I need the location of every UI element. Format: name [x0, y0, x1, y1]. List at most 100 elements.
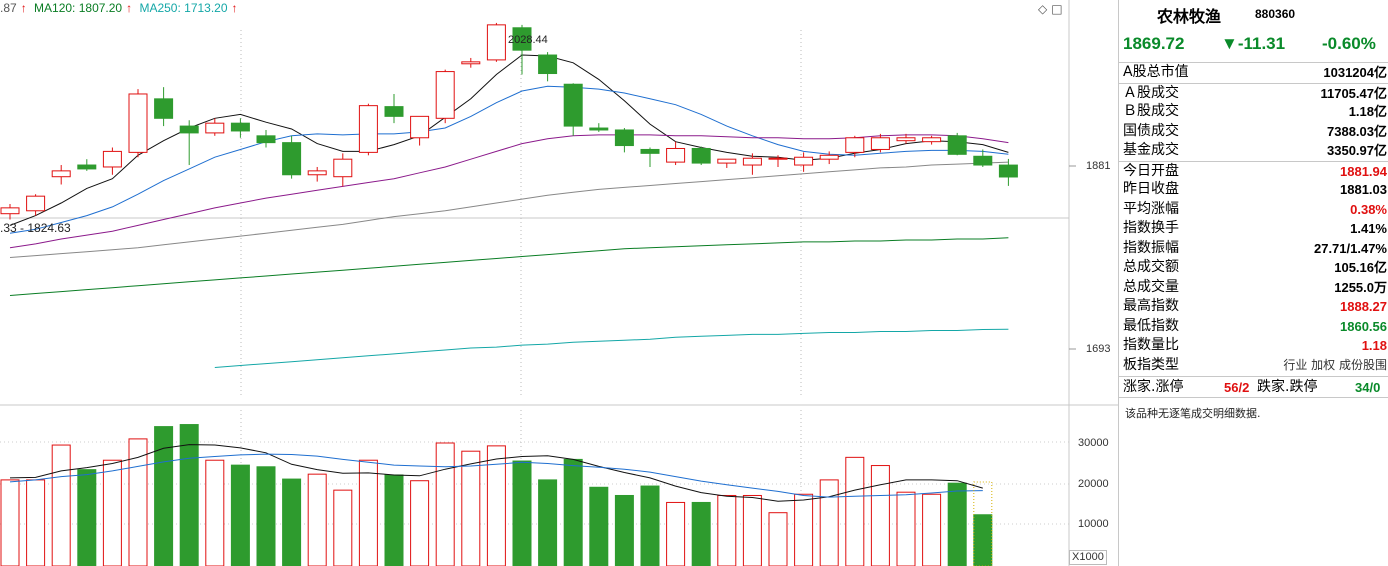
- candle-body: [0, 207, 20, 215]
- quote-row-label: Ｂ股成交: [1123, 103, 1179, 119]
- quote-row: 平均涨幅 0.38%: [1119, 200, 1388, 220]
- volume-ma-line: [9, 453, 983, 498]
- volume-bar: [0, 479, 20, 566]
- quote-row-label: Ａ股成交: [1123, 84, 1179, 101]
- price-change: ▼-11.31: [1221, 34, 1286, 53]
- candle-body: [768, 157, 788, 160]
- quote-row-value: 0.38%: [1350, 201, 1387, 217]
- candle-body: [486, 24, 506, 61]
- volume-forecast-frame: [973, 481, 993, 566]
- up-limit-value: 56/2: [1224, 380, 1250, 395]
- quote-row: 总成交额 105.16亿: [1119, 258, 1388, 278]
- quote-row-value: 1.18: [1361, 338, 1387, 353]
- candle-body: [742, 157, 762, 166]
- volume-bar: [384, 474, 404, 566]
- volume-bar: [614, 494, 634, 566]
- candle-body: [794, 156, 814, 166]
- ma120-label: MA120: 1807.20: [34, 1, 123, 15]
- volume-bar: [358, 459, 378, 566]
- volume-bar: [768, 512, 788, 566]
- volume-bar: [819, 479, 839, 566]
- candle-body: [154, 98, 174, 119]
- candle-body: [896, 137, 916, 142]
- quote-row: 昨日收盘 1881.03: [1119, 180, 1388, 200]
- candle-body: [461, 61, 481, 65]
- chart-corner-icons: ◇ □: [1034, 2, 1063, 16]
- ma-line-ma120: [9, 237, 1009, 296]
- down-limit-label: 跌家.跌停: [1257, 379, 1318, 395]
- quote-row-label: 最高指数: [1123, 298, 1179, 314]
- volume-bar: [640, 485, 660, 566]
- candle-body: [256, 135, 276, 144]
- ma-legend-prefix: .87: [0, 1, 17, 15]
- ma-line-ma5: [9, 54, 1009, 226]
- last-price: 1869.72: [1123, 34, 1185, 53]
- quote-row-value: 1031204亿: [1323, 65, 1387, 80]
- candle-body: [435, 71, 455, 119]
- quote-row-value: 行业 加权 成份股围: [1283, 357, 1387, 372]
- quote-row-label: 指数换手: [1123, 220, 1179, 236]
- candle-body: [26, 195, 46, 212]
- candle-body: [512, 27, 532, 51]
- ma-line-ma10: [9, 85, 1009, 234]
- quote-row: 板指类型 行业 加权 成份股围: [1119, 356, 1388, 376]
- candle-body: [922, 137, 942, 143]
- candle-body: [589, 127, 609, 131]
- quote-row: 指数量比 1.18: [1119, 336, 1388, 356]
- volume-bar: [538, 479, 558, 566]
- volume-bar: [589, 486, 609, 566]
- volume-unit-label: X1000: [1069, 550, 1107, 565]
- quote-row-label: 板指类型: [1123, 356, 1179, 373]
- candle-body: [128, 93, 148, 153]
- quote-row: 最高指数 1888.27: [1119, 297, 1388, 317]
- volume-bar: [410, 480, 430, 566]
- volume-bar: [922, 493, 942, 566]
- candle-body: [205, 122, 225, 134]
- volume-bar: [870, 465, 890, 566]
- candle-body: [819, 154, 839, 160]
- ma-line-ma20: [9, 134, 1009, 249]
- square-icon[interactable]: □: [1051, 2, 1063, 16]
- quote-row-label: 最低指数: [1123, 317, 1179, 334]
- volume-axis-tick: 10000: [1078, 518, 1109, 530]
- volume-bar: [563, 458, 583, 566]
- quote-row-value: 11705.47亿: [1320, 85, 1387, 101]
- quote-row-value: 1888.27: [1340, 299, 1387, 314]
- up-arrow-icon: ↑: [20, 1, 27, 15]
- ma-line-ma60: [9, 161, 1009, 258]
- quote-row: Ｂ股成交 1.18亿: [1119, 102, 1388, 122]
- index-title: 农林牧渔: [1157, 7, 1222, 26]
- volume-axis-tick: 20000: [1078, 478, 1109, 490]
- volume-bar: [26, 479, 46, 566]
- quote-row-label: 今日开盘: [1123, 162, 1179, 179]
- volume-bar: [717, 494, 737, 566]
- candle-body: [51, 170, 71, 178]
- ma-legend: .87 ↑ MA120: 1807.20 ↑ MA250: 1713.20 ↑: [0, 1, 242, 15]
- quote-row-value: 1255.0万: [1334, 279, 1387, 295]
- candle-body: [179, 125, 199, 134]
- diamond-icon[interactable]: ◇: [1038, 2, 1048, 16]
- candle-body: [282, 142, 302, 176]
- quote-row: Ａ股成交 11705.47亿: [1119, 82, 1388, 103]
- quote-row: 指数换手 1.41%: [1119, 219, 1388, 239]
- quote-row: A股总市值 1031204亿: [1119, 63, 1388, 83]
- quote-row: 指数振幅 27.71/1.47%: [1119, 239, 1388, 259]
- quote-row-label: 总成交额: [1123, 259, 1179, 275]
- candle-body: [307, 170, 327, 176]
- quote-row-label: 国债成交: [1123, 122, 1179, 139]
- quote-row-value: 1.18亿: [1348, 104, 1387, 119]
- up-arrow-icon: ↑: [126, 1, 133, 15]
- volume-bar: [666, 501, 686, 566]
- volume-bar: [845, 456, 865, 566]
- up-limit-label: 涨家.涨停: [1123, 379, 1184, 395]
- tick-data-note: 该品种无逐笔成交明细数据.: [1125, 407, 1261, 420]
- volume-bar: [256, 466, 276, 566]
- volume-bar: [691, 501, 711, 566]
- candle-body: [998, 164, 1018, 178]
- volume-bar: [205, 459, 225, 566]
- volume-bar: [230, 464, 250, 566]
- candle-body: [973, 155, 993, 166]
- quote-row-value: 105.16亿: [1334, 260, 1387, 275]
- volume-bar: [128, 438, 148, 566]
- kline-chart[interactable]: [0, 0, 1118, 566]
